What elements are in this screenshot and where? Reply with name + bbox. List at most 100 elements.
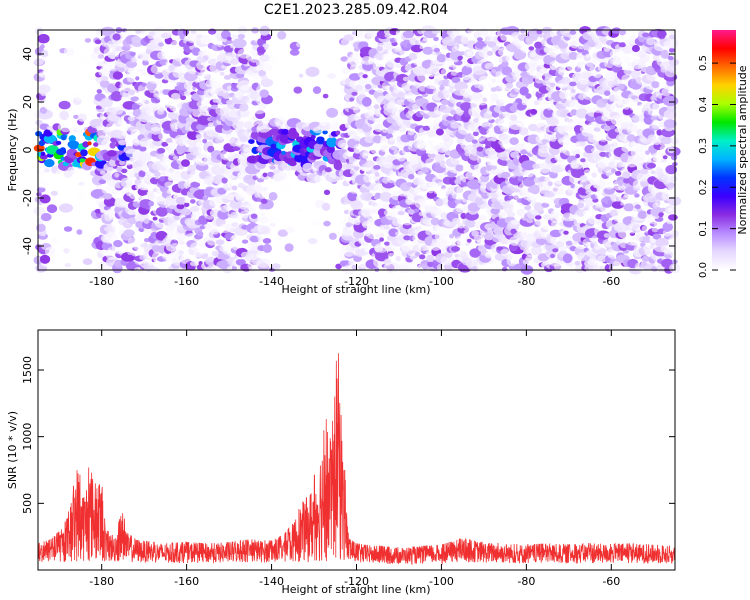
heatmap-cell (178, 72, 187, 79)
heatmap-cell (76, 190, 88, 200)
heatmap-cell (452, 65, 459, 71)
heatmap-cell (59, 203, 73, 213)
heatmap-cell (372, 135, 383, 144)
heatmap-cell (41, 232, 46, 237)
heatmap-cell (519, 86, 529, 96)
heatmap-cell (665, 110, 677, 119)
heatmap-cell (376, 44, 387, 53)
heatmap-cell (552, 248, 559, 253)
heatmap-cell (465, 62, 472, 68)
heatmap-cell (33, 206, 46, 216)
heatmap-cell (226, 99, 233, 105)
heatmap-cell (408, 173, 415, 180)
heatmap-cell (335, 130, 341, 136)
heatmap-cell (491, 69, 497, 74)
heatmap-cell (80, 57, 92, 66)
heatmap-cell (347, 130, 358, 138)
heatmap-cell (248, 139, 255, 144)
heatmap-cell (284, 243, 294, 252)
heatmap-cell (477, 137, 483, 142)
heatmap-cell (497, 119, 511, 130)
heatmap-cell (206, 237, 218, 246)
heatmap-cell (626, 134, 636, 142)
heatmap-cell (476, 146, 484, 152)
heatmap-cell (665, 164, 677, 175)
heatmap-cell (274, 116, 287, 127)
heatmap-cell (558, 66, 568, 73)
heatmap-cell (310, 219, 320, 228)
colorbar-tick-label: 0.4 (698, 97, 709, 113)
heatmap-cell (135, 29, 142, 34)
heatmap-cell (471, 139, 478, 144)
heatmap-cell (109, 142, 116, 149)
heatmap-cell (228, 180, 243, 191)
heatmap-cell (101, 76, 109, 82)
heatmap-cell (441, 147, 449, 152)
heatmap-cell (217, 135, 224, 141)
heatmap-cell (653, 222, 660, 227)
heatmap-cell (559, 197, 570, 205)
heatmap-cell (64, 263, 71, 268)
heatmap-cell (478, 75, 491, 85)
heatmap-cell (427, 261, 435, 268)
heatmap-cell (180, 208, 192, 216)
heatmap-cell (569, 81, 577, 87)
heatmap-cell (127, 217, 138, 225)
heatmap-cell (139, 199, 153, 209)
heatmap-cell (251, 119, 258, 126)
heatmap-cell (202, 138, 208, 144)
heatmap-cell (33, 164, 47, 173)
heatmap-cell (246, 31, 255, 37)
heatmap-cell (198, 261, 203, 266)
heatmap-cell (310, 134, 316, 140)
heatmap-cell (500, 33, 508, 41)
heatmap-cell (329, 119, 335, 125)
heatmap-cell (360, 191, 374, 201)
heatmap-cell (240, 108, 252, 120)
heatmap-cell (236, 217, 243, 223)
heatmap-cell (268, 217, 277, 224)
heatmap-cell (166, 189, 174, 195)
heatmap-cell (466, 238, 472, 243)
heatmap-cell (237, 33, 246, 40)
heatmap-cell (350, 29, 365, 39)
heatmap-cell (615, 170, 622, 176)
heatmap-cell (155, 206, 169, 217)
heatmap-cell (490, 93, 499, 101)
heatmap-cell (564, 134, 571, 139)
colorbar-tick-label: 0.5 (698, 55, 709, 71)
heatmap-cell (280, 184, 295, 194)
heatmap-cell (176, 233, 185, 242)
heatmap-cell (500, 248, 510, 257)
heatmap-cell (44, 159, 55, 168)
heatmap-cell (427, 188, 434, 194)
heatmap-cell (397, 91, 406, 99)
heatmap-cell (598, 248, 607, 255)
heatmap-cell (95, 125, 102, 131)
heatmap-cell (40, 151, 46, 156)
heatmap-cell (484, 35, 494, 42)
heatmap-cell (230, 58, 240, 65)
heatmap-cell (36, 186, 46, 193)
heatmap-cell (550, 215, 560, 224)
heatmap-cell (603, 233, 611, 238)
heatmap-cell (217, 43, 222, 48)
spectrogram-x-label: Height of straight line (km) (281, 283, 430, 296)
heatmap-cell (442, 134, 450, 143)
heatmap-cell (60, 124, 71, 133)
heatmap-cell (190, 181, 201, 188)
heatmap-cell (195, 141, 206, 149)
heatmap-cell (508, 120, 524, 130)
heatmap-cell (353, 105, 364, 115)
heatmap-cell (168, 167, 174, 173)
y-tick-label: 0 (21, 147, 34, 154)
heatmap-cell (159, 176, 165, 182)
heatmap-cell (450, 121, 460, 129)
heatmap-cell (68, 140, 80, 150)
heatmap-cell (465, 171, 476, 181)
heatmap-cell (619, 29, 626, 36)
heatmap-cell (219, 49, 225, 55)
heatmap-cell (189, 205, 200, 213)
heatmap-cell (422, 46, 434, 55)
heatmap-cell (484, 62, 495, 70)
